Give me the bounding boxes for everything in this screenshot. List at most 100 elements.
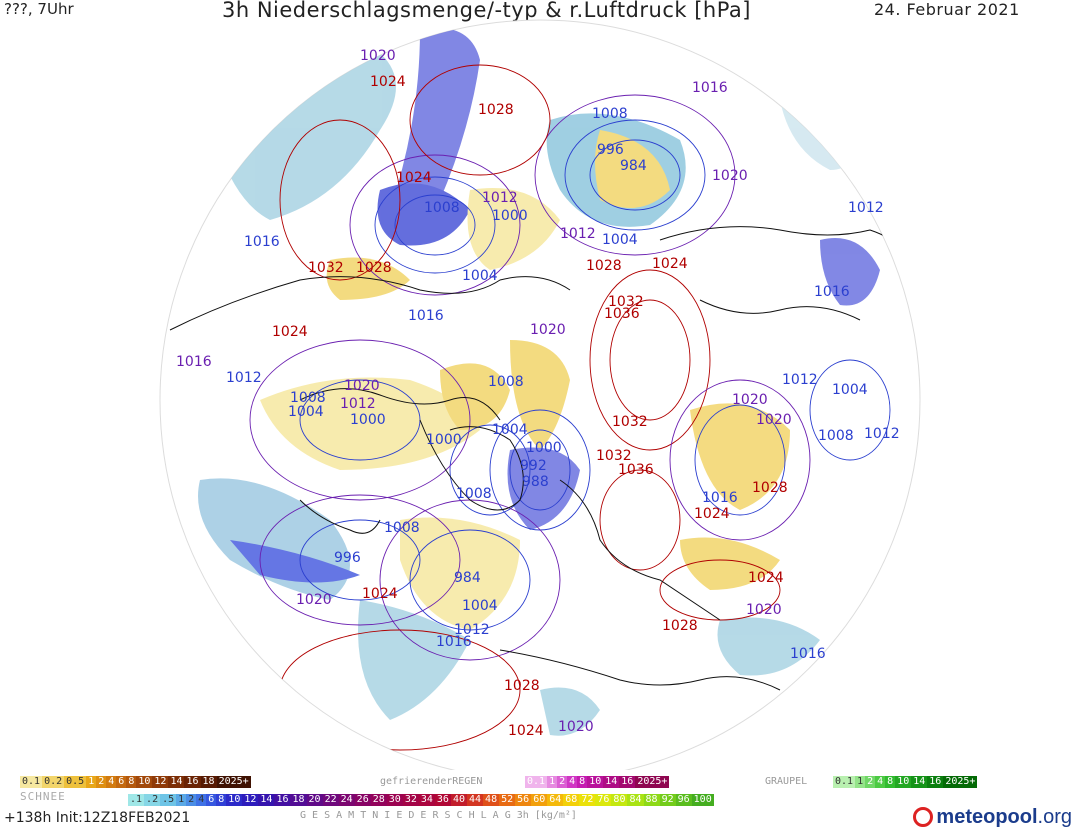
legend-swatch: 2025+ (943, 776, 978, 788)
legend-swatch: 16 (274, 794, 291, 806)
isobar-label: 1028 (504, 678, 540, 694)
isobar-label: 988 (522, 474, 549, 490)
legend-swatch: 1 (547, 776, 558, 788)
isobar-label: 1000 (492, 208, 528, 224)
isobar-label: 1024 (508, 723, 544, 739)
legend-swatch: 2025+ (635, 776, 670, 788)
isobar-label: 1000 (350, 412, 386, 428)
isobar-label: 1016 (790, 646, 826, 662)
isobar-label: 1012 (454, 622, 490, 638)
legend-swatch: 4 (196, 794, 207, 806)
isobar-label: 1020 (756, 412, 792, 428)
brand-icon (913, 807, 934, 827)
total-precip-label: G E S A M T N I E D E R S C H L A G 3h [… (300, 810, 577, 821)
isobar-label: 1004 (288, 404, 324, 420)
legend-swatch: .2 (144, 794, 161, 806)
isobar-label: 1008 (818, 428, 854, 444)
legend-swatch: 28 (370, 794, 387, 806)
legend-swatch: 10 (136, 776, 153, 788)
graupel-scale: 0.1 1 2 4 8 10 14 16 2025+ (833, 776, 978, 788)
isobar-label: 1024 (652, 256, 688, 272)
legend-swatch: 2 (557, 776, 568, 788)
isobar-label: 1020 (344, 378, 380, 394)
isobar-label: 1028 (586, 258, 622, 274)
run-info: +138h Init:12Z18FEB2021 (4, 810, 191, 826)
isobar-label: 1024 (370, 74, 406, 90)
legend-swatch: 22 (322, 794, 339, 806)
isobar-label: 1024 (272, 324, 308, 340)
legend-swatch: 44 (467, 794, 484, 806)
legend-swatch: 0.1 (833, 776, 856, 788)
graupel-label: GRAUPEL (765, 776, 808, 787)
legend-swatch: 14 (258, 794, 275, 806)
legend-swatch: 80 (611, 794, 628, 806)
legend-swatch: 36 (434, 794, 451, 806)
isobar-label: 1024 (748, 570, 784, 586)
legend-swatch: 88 (643, 794, 660, 806)
legend-swatch: 2 (96, 776, 107, 788)
isobar-label: 1008 (290, 390, 326, 406)
legend-swatch: 24 (338, 794, 355, 806)
isobar-label: 996 (597, 142, 624, 158)
legend-swatch: 18 (290, 794, 307, 806)
legend-swatch: 14 (911, 776, 928, 788)
legend-swatch: 64 (547, 794, 564, 806)
isobar-label: 1016 (408, 308, 444, 324)
isobar-label: 1016 (814, 284, 850, 300)
legend-swatch: 48 (483, 794, 500, 806)
legend-swatch: 56 (515, 794, 532, 806)
isobar-label: 1036 (604, 306, 640, 322)
legend-swatch: .1 (128, 794, 145, 806)
legend-swatch: 10 (226, 794, 243, 806)
isobar-label: 1016 (692, 80, 728, 96)
isobar-label: 1012 (226, 370, 262, 386)
isobar-label: 1024 (694, 506, 730, 522)
isobar-label: 1012 (864, 426, 900, 442)
isobar-label: 1004 (832, 382, 868, 398)
legend-swatch: .5 (160, 794, 177, 806)
isobar-label: 1032 (612, 414, 648, 430)
legend-swatch: 6 (206, 794, 217, 806)
isobar-label: 1008 (488, 374, 524, 390)
legend-swatch: 18 (200, 776, 217, 788)
legend-swatch: 92 (659, 794, 676, 806)
isobar-label: 1028 (752, 480, 788, 496)
run-day-label: ???, 7Uhr (4, 0, 74, 18)
isobar-label: 1004 (462, 268, 498, 284)
isobar-label: 1028 (662, 618, 698, 634)
valid-date: 24. Februar 2021 (874, 0, 1020, 19)
legend-swatch: 8 (216, 794, 227, 806)
isobar-label: 1008 (424, 200, 460, 216)
legend-swatch: 6 (116, 776, 127, 788)
legend-swatch: 16 (619, 776, 636, 788)
legend-swatch: 0.2 (42, 776, 65, 788)
isobar-label: 1000 (426, 432, 462, 448)
total-precip-scale: .1.2.5 1 2 4 6 8 10 12 14 16 18 20 22 24 26 28 30 32 34 36 4… (128, 794, 714, 806)
isobar-label: 1008 (384, 520, 420, 536)
isobar-label: 1020 (732, 392, 768, 408)
legend-swatch: 40 (450, 794, 467, 806)
isobar-label: 1012 (782, 372, 818, 388)
legend-swatch: 14 (603, 776, 620, 788)
isobar-label: 996 (334, 550, 361, 566)
freezing-rain-scale: 0.1 1 2 4 8 10 14 16 2025+ (525, 776, 670, 788)
legend-swatch: 1 (855, 776, 866, 788)
legend-swatch: 100 (691, 794, 714, 806)
legend-swatch: 32 (402, 794, 419, 806)
map-title: 3h Niederschlagsmenge/-typ & r.Luftdruck… (222, 0, 751, 22)
legend-swatch: 52 (499, 794, 516, 806)
legend-swatch: 0.1 (525, 776, 548, 788)
legend-swatch: 30 (386, 794, 403, 806)
legend-swatch: 1 (86, 776, 97, 788)
legend-swatch: 1 (176, 794, 187, 806)
legend-swatch: 2 (186, 794, 197, 806)
isobar-label: 1012 (560, 226, 596, 242)
isobar-label: 1016 (702, 490, 738, 506)
legend-swatch: 8 (126, 776, 137, 788)
isobar-label: 1004 (462, 598, 498, 614)
isobar-label: 1012 (340, 396, 376, 412)
legend-swatch: 68 (563, 794, 580, 806)
legend-swatch: 34 (418, 794, 435, 806)
